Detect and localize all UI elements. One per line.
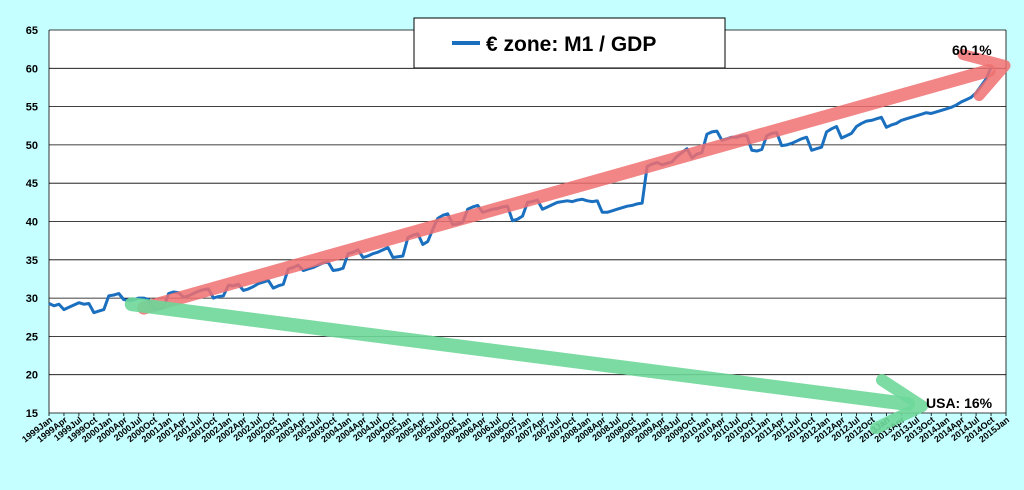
legend-label: € zone: M1 / GDP: [486, 33, 656, 56]
y-tick-label: 55: [26, 102, 38, 114]
trend-arrow-eurozone: [137, 64, 996, 315]
y-tick-label: 50: [26, 140, 38, 152]
y-axis-tick-labels: 15 20 25 30 35 40 45 50 55 60 65: [26, 25, 38, 420]
legend: € zone: M1 / GDP: [413, 17, 726, 69]
y-tick-label: 60: [26, 63, 38, 75]
y-tick-label: 20: [26, 370, 38, 382]
trend-arrows: [124, 49, 1011, 435]
y-tick-label: 30: [26, 293, 38, 305]
y-tick-label: 65: [26, 25, 38, 37]
x-axis-tick-labels: 1999Jan1999Apr1999Jul1999Oct2000Jan2000A…: [20, 414, 1011, 444]
trend-arrowhead-usa: [870, 374, 928, 435]
y-tick-label: 25: [26, 331, 38, 343]
y-tick-label: 45: [26, 178, 38, 190]
y-tick-label: 40: [26, 217, 38, 229]
trend-arrow-usa: [124, 297, 915, 412]
y-tick-label: 35: [26, 255, 38, 267]
y-tick-label: 15: [26, 408, 38, 420]
annotation-eurozone-value: 60.1%: [952, 42, 992, 58]
trend-arrowhead-eurozone: [957, 49, 1011, 102]
annotation-usa-value: USA: 16%: [926, 395, 993, 411]
